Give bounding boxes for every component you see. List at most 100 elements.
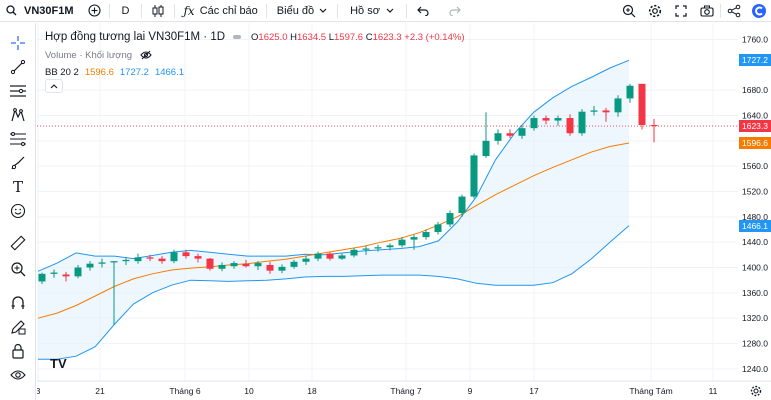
bollinger-basis-line bbox=[37, 142, 630, 319]
quick-search-button[interactable] bbox=[616, 0, 642, 22]
text-icon: T bbox=[12, 178, 23, 196]
candle-body bbox=[626, 85, 634, 99]
price-tick-label: 1640.0 bbox=[742, 111, 768, 121]
candle-body bbox=[314, 253, 322, 259]
gear-icon bbox=[750, 385, 762, 397]
drawing-toolbar: T bbox=[0, 23, 36, 400]
toolbar-divider bbox=[141, 3, 143, 18]
price-chart[interactable]: 1760.01680.01640.01600.01560.01520.01480… bbox=[37, 23, 771, 400]
lock-drawing-tool[interactable] bbox=[6, 317, 30, 337]
legend-bb-row[interactable]: BB 20 2 1596.6 1727.2 1466.1 bbox=[45, 65, 465, 79]
chart-type-menu[interactable]: Biểu đồ bbox=[267, 0, 337, 22]
brand-logo-icon bbox=[751, 3, 767, 19]
symbol-search[interactable]: VN30F1M bbox=[0, 0, 80, 22]
brand-logo-button[interactable] bbox=[747, 0, 771, 22]
fib-tool[interactable] bbox=[6, 129, 30, 149]
undo-icon bbox=[417, 6, 429, 16]
trend-line-tool[interactable] bbox=[6, 57, 30, 77]
emoji-tool[interactable] bbox=[6, 201, 30, 221]
low-label: L bbox=[328, 31, 334, 43]
pattern-tool[interactable] bbox=[6, 105, 30, 125]
time-tick-label: Tháng Tám bbox=[629, 386, 672, 396]
candle-body bbox=[146, 257, 154, 259]
legend-collapse-button[interactable] bbox=[45, 79, 63, 93]
share-button[interactable] bbox=[721, 0, 747, 22]
fullscreen-button[interactable] bbox=[668, 0, 694, 22]
price-tick-label: 1560.0 bbox=[742, 161, 768, 171]
toolbar-divider bbox=[337, 3, 339, 18]
axis-settings-button[interactable] bbox=[749, 384, 763, 398]
price-tick-label: 1280.0 bbox=[742, 339, 768, 349]
candle-body bbox=[206, 258, 214, 269]
lock-all-tool[interactable] bbox=[6, 341, 30, 361]
last-price-tag: 1623.3 bbox=[739, 120, 771, 133]
parallel-channel-tool[interactable] bbox=[6, 81, 30, 101]
interval-button[interactable]: D bbox=[110, 0, 142, 22]
candle-body bbox=[470, 155, 478, 197]
smiley-icon bbox=[10, 203, 26, 219]
time-axis[interactable]: 3 21 Tháng 6 10 18 Tháng 7 9 17 Tháng Tám 11 bbox=[37, 380, 771, 396]
candle-body bbox=[374, 247, 382, 249]
undo-button[interactable] bbox=[407, 0, 439, 22]
fullscreen-icon bbox=[675, 5, 687, 17]
toolbar-divider bbox=[265, 3, 267, 18]
candle-body bbox=[434, 224, 442, 233]
toolbar-divider bbox=[108, 3, 110, 18]
compare-button[interactable] bbox=[80, 0, 109, 22]
price-tick-label: 1480.0 bbox=[742, 212, 768, 222]
candle-body bbox=[290, 261, 298, 267]
time-tick-label: Tháng 6 bbox=[169, 386, 200, 396]
change-value: +2.3 (+0.14%) bbox=[404, 31, 465, 43]
crosshair-icon bbox=[10, 35, 26, 51]
candle-body bbox=[170, 252, 178, 262]
profile-label: Hồ sơ bbox=[350, 4, 380, 17]
chevron-down-icon bbox=[386, 8, 394, 13]
crosshair-tool[interactable] bbox=[6, 33, 30, 53]
text-tool[interactable]: T bbox=[6, 177, 30, 197]
redo-icon bbox=[449, 6, 461, 16]
measure-tool[interactable] bbox=[6, 233, 30, 253]
chart-legend: Hợp đồng tương lai VN30F1M · 1D O1625.0 … bbox=[45, 30, 465, 79]
open-value: 1625.0 bbox=[258, 31, 288, 43]
snapshot-button[interactable] bbox=[694, 0, 720, 22]
candle-body bbox=[50, 272, 58, 274]
low-value: 1597.6 bbox=[334, 31, 364, 43]
hide-drawings-tool[interactable] bbox=[6, 365, 30, 385]
pencil-lock-icon bbox=[10, 319, 26, 335]
brush-tool[interactable] bbox=[6, 153, 30, 173]
legend-main-row: Hợp đồng tương lai VN30F1M · 1D O1625.0 … bbox=[45, 30, 465, 44]
toolbar-right-group bbox=[616, 0, 771, 22]
legend-symbol-title[interactable]: Hợp đồng tương lai VN30F1M · 1D bbox=[45, 31, 226, 43]
price-axis[interactable]: 1760.01680.01640.01600.01560.01520.01480… bbox=[738, 23, 771, 381]
pattern-icon bbox=[10, 107, 26, 123]
indicators-button[interactable]: ƒx Các chỉ báo bbox=[175, 0, 265, 22]
tradingview-logo[interactable]: TV bbox=[50, 356, 67, 371]
eye-icon bbox=[10, 369, 26, 381]
candle-body bbox=[74, 267, 82, 277]
bollinger-lower-line bbox=[38, 225, 630, 360]
redo-button[interactable] bbox=[439, 0, 471, 22]
settings-button[interactable] bbox=[642, 0, 668, 22]
time-tick-label: Tháng 7 bbox=[390, 386, 421, 396]
legend-ohlc: O1625.0 H1634.5 L1597.6 C1623.3 +2.3 (+0… bbox=[251, 32, 464, 43]
time-tick-label: 11 bbox=[709, 386, 718, 396]
candle-style-button[interactable] bbox=[142, 0, 174, 22]
chevron-up-icon bbox=[50, 83, 58, 89]
candle-body bbox=[422, 232, 430, 238]
time-tick-label: 3 bbox=[37, 386, 41, 396]
legend-volume-row[interactable]: Volume · Khối lượng bbox=[45, 48, 465, 62]
time-tick-label: 17 bbox=[529, 386, 539, 396]
candle-body bbox=[278, 266, 286, 271]
candle-body bbox=[194, 256, 202, 259]
price-axis-background bbox=[738, 23, 771, 381]
hidden-eye-icon[interactable] bbox=[140, 50, 152, 60]
candle-body bbox=[494, 133, 502, 141]
lock-icon bbox=[11, 343, 25, 359]
profile-menu[interactable]: Hồ sơ bbox=[338, 0, 406, 22]
time-tick-label: 18 bbox=[307, 386, 317, 396]
bb-basis-price-tag: 1596.6 bbox=[739, 136, 771, 149]
interval-label: D bbox=[121, 4, 130, 17]
zoom-in-tool[interactable] bbox=[6, 259, 30, 279]
magnet-tool[interactable] bbox=[6, 293, 30, 313]
